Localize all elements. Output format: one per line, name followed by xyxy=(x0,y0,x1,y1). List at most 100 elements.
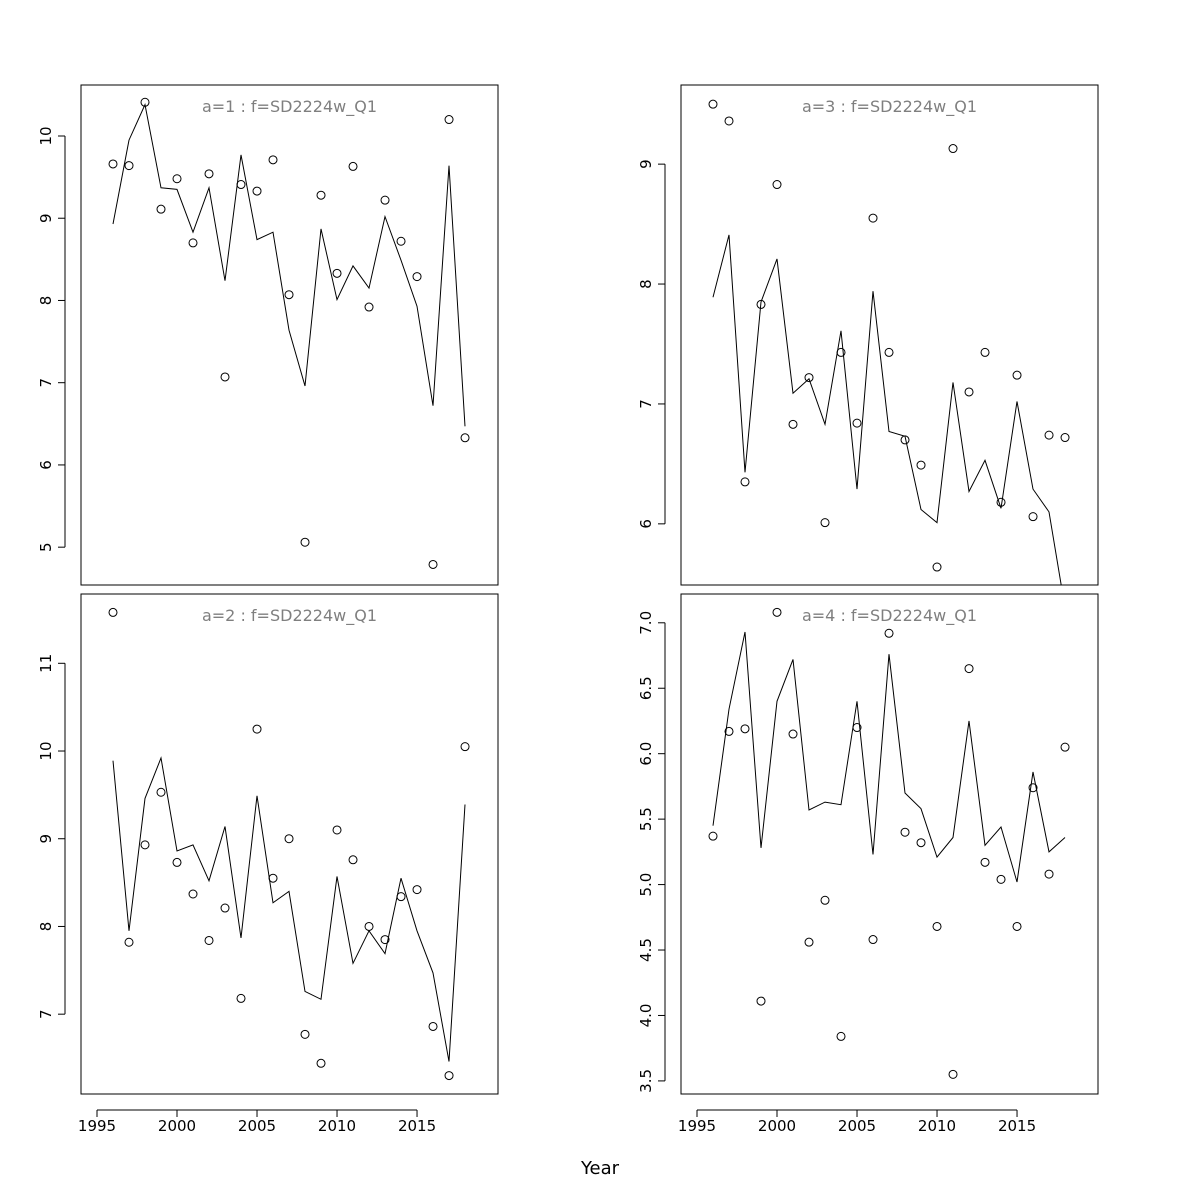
observed-point xyxy=(108,159,118,169)
observed-point xyxy=(428,1021,438,1031)
observed-point xyxy=(852,418,862,428)
observed-point xyxy=(788,419,798,429)
observed-point xyxy=(236,180,246,190)
observed-point xyxy=(204,935,214,945)
observed-point xyxy=(316,1058,326,1068)
observed-point xyxy=(820,518,830,528)
y-tick-label: 10 xyxy=(37,741,55,760)
y-tick-label: 6 xyxy=(37,460,55,470)
observed-point xyxy=(268,873,278,883)
observed-point xyxy=(740,724,750,734)
observed-point xyxy=(996,497,1006,507)
observed-point xyxy=(1012,921,1022,931)
fitted-line xyxy=(712,234,1062,585)
observed-point xyxy=(900,827,910,837)
observed-point xyxy=(772,607,782,617)
observed-point xyxy=(804,373,814,383)
panel-title: a=2 : f=SD2224w_Q1 xyxy=(202,606,377,626)
observed-point xyxy=(156,787,166,797)
observed-point xyxy=(1028,783,1038,793)
observed-point xyxy=(836,1031,846,1041)
observed-point xyxy=(364,921,374,931)
x-tick-label: 1995 xyxy=(78,1117,116,1135)
x-tick-label: 2000 xyxy=(758,1117,796,1135)
x-tick-label: 2010 xyxy=(318,1117,356,1135)
observed-point xyxy=(932,921,942,931)
y-tick-label: 6 xyxy=(637,519,655,529)
observed-point xyxy=(804,937,814,947)
observed-point xyxy=(444,115,454,125)
panel-top-left: a=1 : f=SD2224w_Q1 5 6 7 8 9 10 xyxy=(37,84,499,586)
observed-point xyxy=(948,1069,958,1079)
observed-point xyxy=(300,537,310,547)
y-tick-label: 5.5 xyxy=(637,807,655,831)
x-tick-label: 2015 xyxy=(998,1117,1036,1135)
observed-point xyxy=(220,903,230,913)
observed-point xyxy=(1012,370,1022,380)
observed-point xyxy=(220,372,230,382)
observed-point xyxy=(444,1071,454,1081)
y-tick-label: 8 xyxy=(37,922,55,932)
y-tick-label: 7 xyxy=(37,1009,55,1019)
y-tick-label: 9 xyxy=(37,213,55,223)
observed-point xyxy=(412,272,422,282)
observed-point xyxy=(156,204,166,214)
x-tick-label: 2000 xyxy=(158,1117,196,1135)
observed-point xyxy=(396,236,406,246)
y-tick-label: 5 xyxy=(37,542,55,552)
observed-point xyxy=(1060,433,1070,443)
observed-point xyxy=(252,186,262,196)
observed-point xyxy=(460,742,470,752)
observed-point xyxy=(172,857,182,867)
observed-point xyxy=(252,724,262,734)
observed-point xyxy=(1044,430,1054,440)
observed-point xyxy=(380,935,390,945)
observed-point xyxy=(236,993,246,1003)
observed-point xyxy=(284,834,294,844)
observed-point xyxy=(916,838,926,848)
y-tick-label: 8 xyxy=(637,279,655,289)
observed-point xyxy=(868,935,878,945)
plot-frame xyxy=(80,593,499,1095)
observed-point xyxy=(412,885,422,895)
observed-point xyxy=(364,302,374,312)
observed-point xyxy=(996,874,1006,884)
observed-point xyxy=(916,460,926,470)
observed-point xyxy=(204,169,214,179)
observed-point xyxy=(724,116,734,126)
y-tick-label: 9 xyxy=(37,834,55,844)
observed-point xyxy=(884,628,894,638)
observed-point xyxy=(820,895,830,905)
observed-point xyxy=(108,607,118,617)
y-tick-label: 7 xyxy=(637,399,655,409)
observed-point xyxy=(740,477,750,487)
observed-point xyxy=(268,155,278,165)
panel-bottom-right: a=4 : f=SD2224w_Q1 3.5 4.0 4.5 5.0 5.5 6.0 6.5 7… xyxy=(637,593,1099,1135)
x-tick-label: 2010 xyxy=(918,1117,956,1135)
observed-point xyxy=(948,144,958,154)
panel-top-right: a=3 : f=SD2224w_Q1 6 7 8 9 xyxy=(637,84,1099,586)
observed-point xyxy=(460,433,470,443)
observed-point xyxy=(316,190,326,200)
y-tick-label: 11 xyxy=(37,654,55,673)
y-tick-label: 7.0 xyxy=(637,611,655,635)
x-axis-label: Year xyxy=(580,1158,620,1179)
observed-point xyxy=(772,180,782,190)
observed-point xyxy=(380,195,390,205)
plot-frame xyxy=(80,84,499,586)
observed-point xyxy=(172,174,182,184)
observed-point xyxy=(884,347,894,357)
plot-frame xyxy=(680,593,1099,1095)
observed-point xyxy=(724,726,734,736)
observed-point xyxy=(836,347,846,357)
observed-point xyxy=(428,559,438,569)
observed-point xyxy=(868,213,878,223)
fitted-line xyxy=(112,103,466,427)
panel-title: a=1 : f=SD2224w_Q1 xyxy=(202,97,377,117)
observed-point xyxy=(188,889,198,899)
fitted-line xyxy=(112,756,466,1062)
observed-point xyxy=(756,996,766,1006)
y-tick-label: 8 xyxy=(37,296,55,306)
observed-point xyxy=(980,857,990,867)
